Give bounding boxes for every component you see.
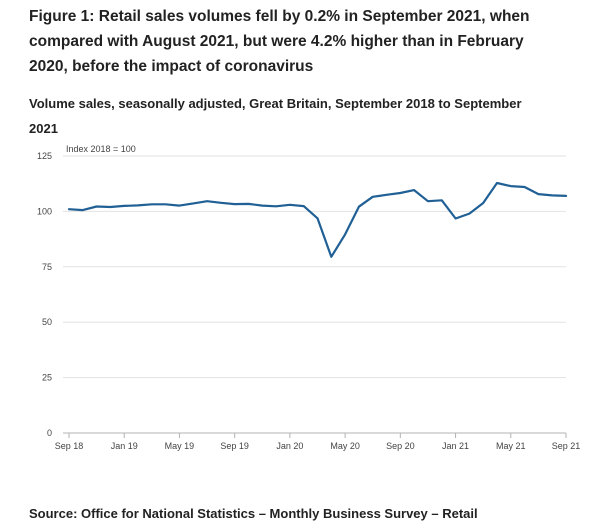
- x-tick-label: Jan 19: [111, 441, 138, 451]
- chart-svg: 0 25 50 75 100 125 Sep 18 Jan 19 May 19 Sep 19 Ja…: [37, 144, 581, 451]
- line-chart: 0 25 50 75 100 125 Sep 18 Jan 19 May 19 Sep 19 Ja…: [0, 140, 600, 470]
- y-tick-label: 0: [47, 428, 52, 438]
- x-tick-label: Sep 19: [220, 441, 249, 451]
- x-tick-label: Sep 20: [386, 441, 415, 451]
- x-tick-label: Jan 21: [442, 441, 469, 451]
- x-tick-label: May 19: [165, 441, 195, 451]
- y-tick-label: 50: [42, 317, 52, 327]
- source-note: Source: Office for National Statistics –…: [29, 506, 478, 521]
- x-tick-label: May 21: [496, 441, 526, 451]
- grid-lines: [63, 155, 566, 434]
- x-tick-label: Sep 18: [55, 441, 84, 451]
- series-line: [67, 181, 568, 258]
- figure-title: Figure 1: Retail sales volumes fell by 0…: [29, 8, 530, 75]
- x-tick-label: May 20: [330, 441, 360, 451]
- series-layer: [67, 181, 568, 258]
- x-tick-label: Sep 21: [552, 441, 581, 451]
- y-tick-label: 100: [37, 206, 52, 216]
- x-tick-label: Jan 20: [276, 441, 303, 451]
- y-tick-label: 75: [42, 262, 52, 272]
- y-axis: 0 25 50 75 100 125: [37, 151, 52, 438]
- y-axis-label: Index 2018 = 100: [66, 144, 136, 154]
- y-tick-label: 125: [37, 151, 52, 161]
- x-axis: Sep 18 Jan 19 May 19 Sep 19 Jan 20 May 20 Sep …: [55, 433, 581, 451]
- y-tick-label: 25: [42, 373, 52, 383]
- figure-subtitle: Volume sales, seasonally adjusted, Great…: [29, 96, 522, 136]
